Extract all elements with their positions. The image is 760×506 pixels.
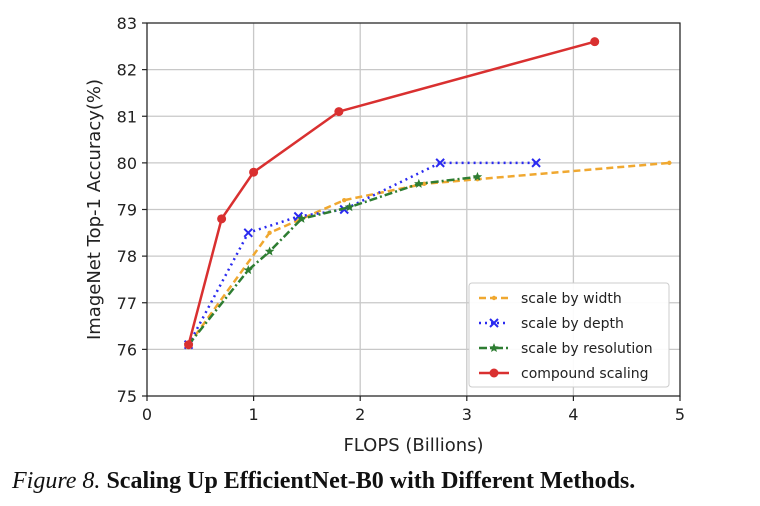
legend: scale by width scale by depth scale by res… xyxy=(468,282,670,388)
chart: 0 1 2 3 4 5 75 76 77 78 79 80 81 82 83 FLOPS (Billions… xyxy=(84,14,685,456)
data-point xyxy=(531,158,541,168)
y-tick-label: 76 xyxy=(117,340,137,359)
x-tick-label: 2 xyxy=(355,405,365,424)
data-point xyxy=(489,318,499,328)
legend-item: scale by width xyxy=(479,291,622,307)
series-line xyxy=(187,161,537,346)
data-point xyxy=(264,246,275,256)
y-tick-label: 82 xyxy=(117,61,137,80)
data-point xyxy=(421,181,427,187)
legend-item: scale by resolution xyxy=(479,341,653,357)
series-scale-by-resolution xyxy=(183,171,483,349)
x-tick-label: 3 xyxy=(462,405,472,424)
caption-label: Figure 8. xyxy=(12,468,101,494)
data-point xyxy=(334,107,344,117)
data-point xyxy=(267,230,272,236)
data-point xyxy=(435,158,445,168)
y-axis-label: ImageNet Top-1 Accuracy(%) xyxy=(84,79,105,340)
x-tick-label: 4 xyxy=(568,405,578,424)
data-point xyxy=(184,340,194,350)
legend-box xyxy=(468,282,670,388)
x-tick-label: 1 xyxy=(249,405,259,424)
data-point xyxy=(472,171,483,181)
x-axis-label: FLOPS (Billions) xyxy=(343,435,483,456)
x-tick-label: 5 xyxy=(675,405,685,424)
data-point xyxy=(342,197,347,203)
legend-item: scale by depth xyxy=(479,316,624,332)
y-tick-label: 81 xyxy=(117,107,137,126)
data-point xyxy=(414,178,424,188)
y-tick-label: 78 xyxy=(117,247,137,266)
y-tick-label: 75 xyxy=(117,387,137,406)
data-point xyxy=(249,167,259,177)
data-point xyxy=(243,228,253,238)
legend-label: scale by depth xyxy=(521,316,624,332)
tick-labels: 0 1 2 3 4 5 75 76 77 78 79 80 81 82 83 xyxy=(117,14,685,424)
series-line xyxy=(187,161,670,346)
y-tick-label: 77 xyxy=(117,294,137,313)
y-tick-label: 83 xyxy=(117,14,137,33)
data-point xyxy=(217,214,227,224)
data-point xyxy=(344,202,355,212)
legend-label: compound scaling xyxy=(521,366,649,382)
caption-title: Scaling Up EfficientNet-B0 with Differen… xyxy=(106,468,636,494)
data-point xyxy=(296,213,307,223)
data-point xyxy=(489,368,499,378)
data-point xyxy=(667,160,672,166)
legend-label: scale by resolution xyxy=(521,341,653,357)
y-tick-label: 80 xyxy=(117,154,137,173)
series-compound-scaling xyxy=(184,37,600,350)
data-point xyxy=(489,343,499,353)
y-tick-label: 79 xyxy=(117,201,137,220)
x-tick-label: 0 xyxy=(142,405,152,424)
data-point xyxy=(590,37,600,47)
figure-caption: Figure 8. Scaling Up EfficientNet-B0 wit… xyxy=(12,468,752,495)
legend-label: scale by width xyxy=(521,291,622,307)
data-point xyxy=(243,265,254,275)
series-layer xyxy=(183,37,672,350)
legend-item: compound scaling xyxy=(479,366,649,382)
data-point xyxy=(491,295,497,301)
